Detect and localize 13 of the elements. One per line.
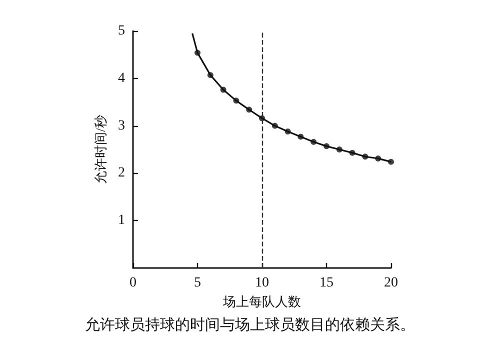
y-tick-label: 5 [118, 24, 125, 38]
y-tick-label: 2 [118, 166, 125, 181]
x-tick-label: 0 [130, 276, 136, 290]
y-tick-label: 4 [118, 70, 125, 86]
y-axis-title: 允许时间/秒 [93, 115, 108, 184]
text: 允许球员持球的时间与场上球员数目的依赖关系。 [85, 316, 415, 334]
y-tick-label: 3 [118, 118, 125, 134]
x-tick-label: 5 [194, 276, 201, 290]
y-tick-label: 1 [118, 213, 125, 228]
x-tick-label: 10 [255, 276, 269, 290]
x-tick-label: 20 [384, 276, 398, 290]
x-tick-label: 15 [320, 276, 334, 290]
x-axis-title: 场上每队人数 [222, 294, 301, 309]
